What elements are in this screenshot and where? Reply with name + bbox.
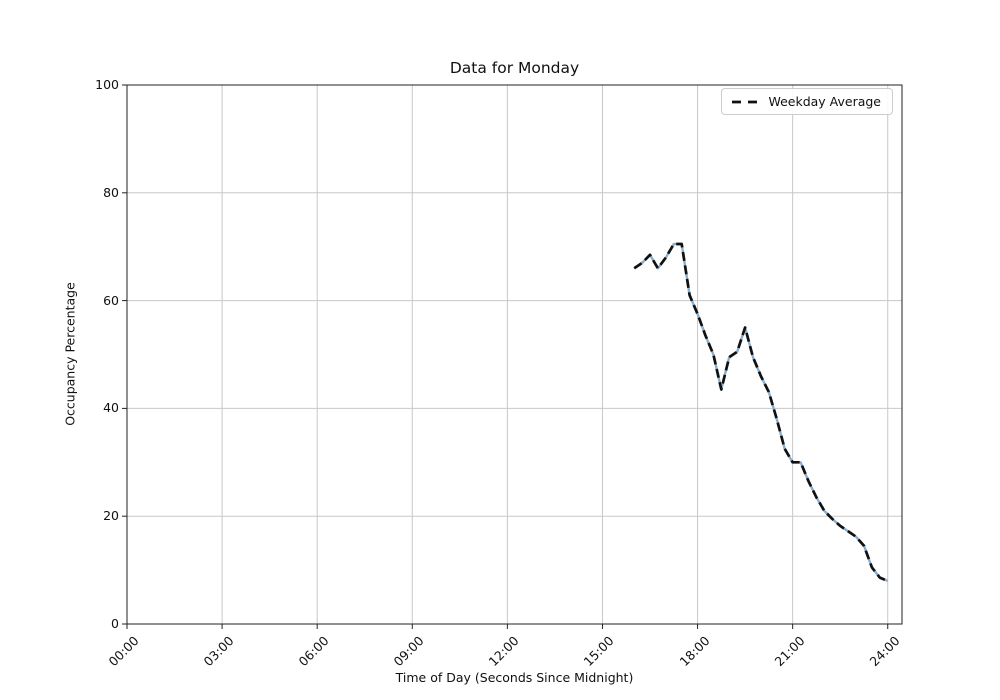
- legend-entry-label: Weekday Average: [768, 94, 881, 109]
- y-tick-label: 60: [103, 292, 119, 308]
- series-line-weekday-average: [633, 242, 889, 583]
- legend-dash-sample: [732, 100, 760, 104]
- x-axis-label: Time of Day (Seconds Since Midnight): [395, 670, 634, 685]
- y-tick-label: 0: [111, 616, 119, 631]
- legend: Weekday Average: [721, 88, 893, 115]
- y-tick-label: 80: [103, 184, 119, 200]
- series-line-monday: [633, 242, 889, 583]
- y-tick-label: 20: [103, 508, 119, 524]
- plot-spines: [126, 84, 903, 625]
- y-tick-label: 100: [95, 77, 119, 92]
- chart-title: Data for Monday: [449, 59, 580, 77]
- y-tick-label: 40: [103, 400, 119, 416]
